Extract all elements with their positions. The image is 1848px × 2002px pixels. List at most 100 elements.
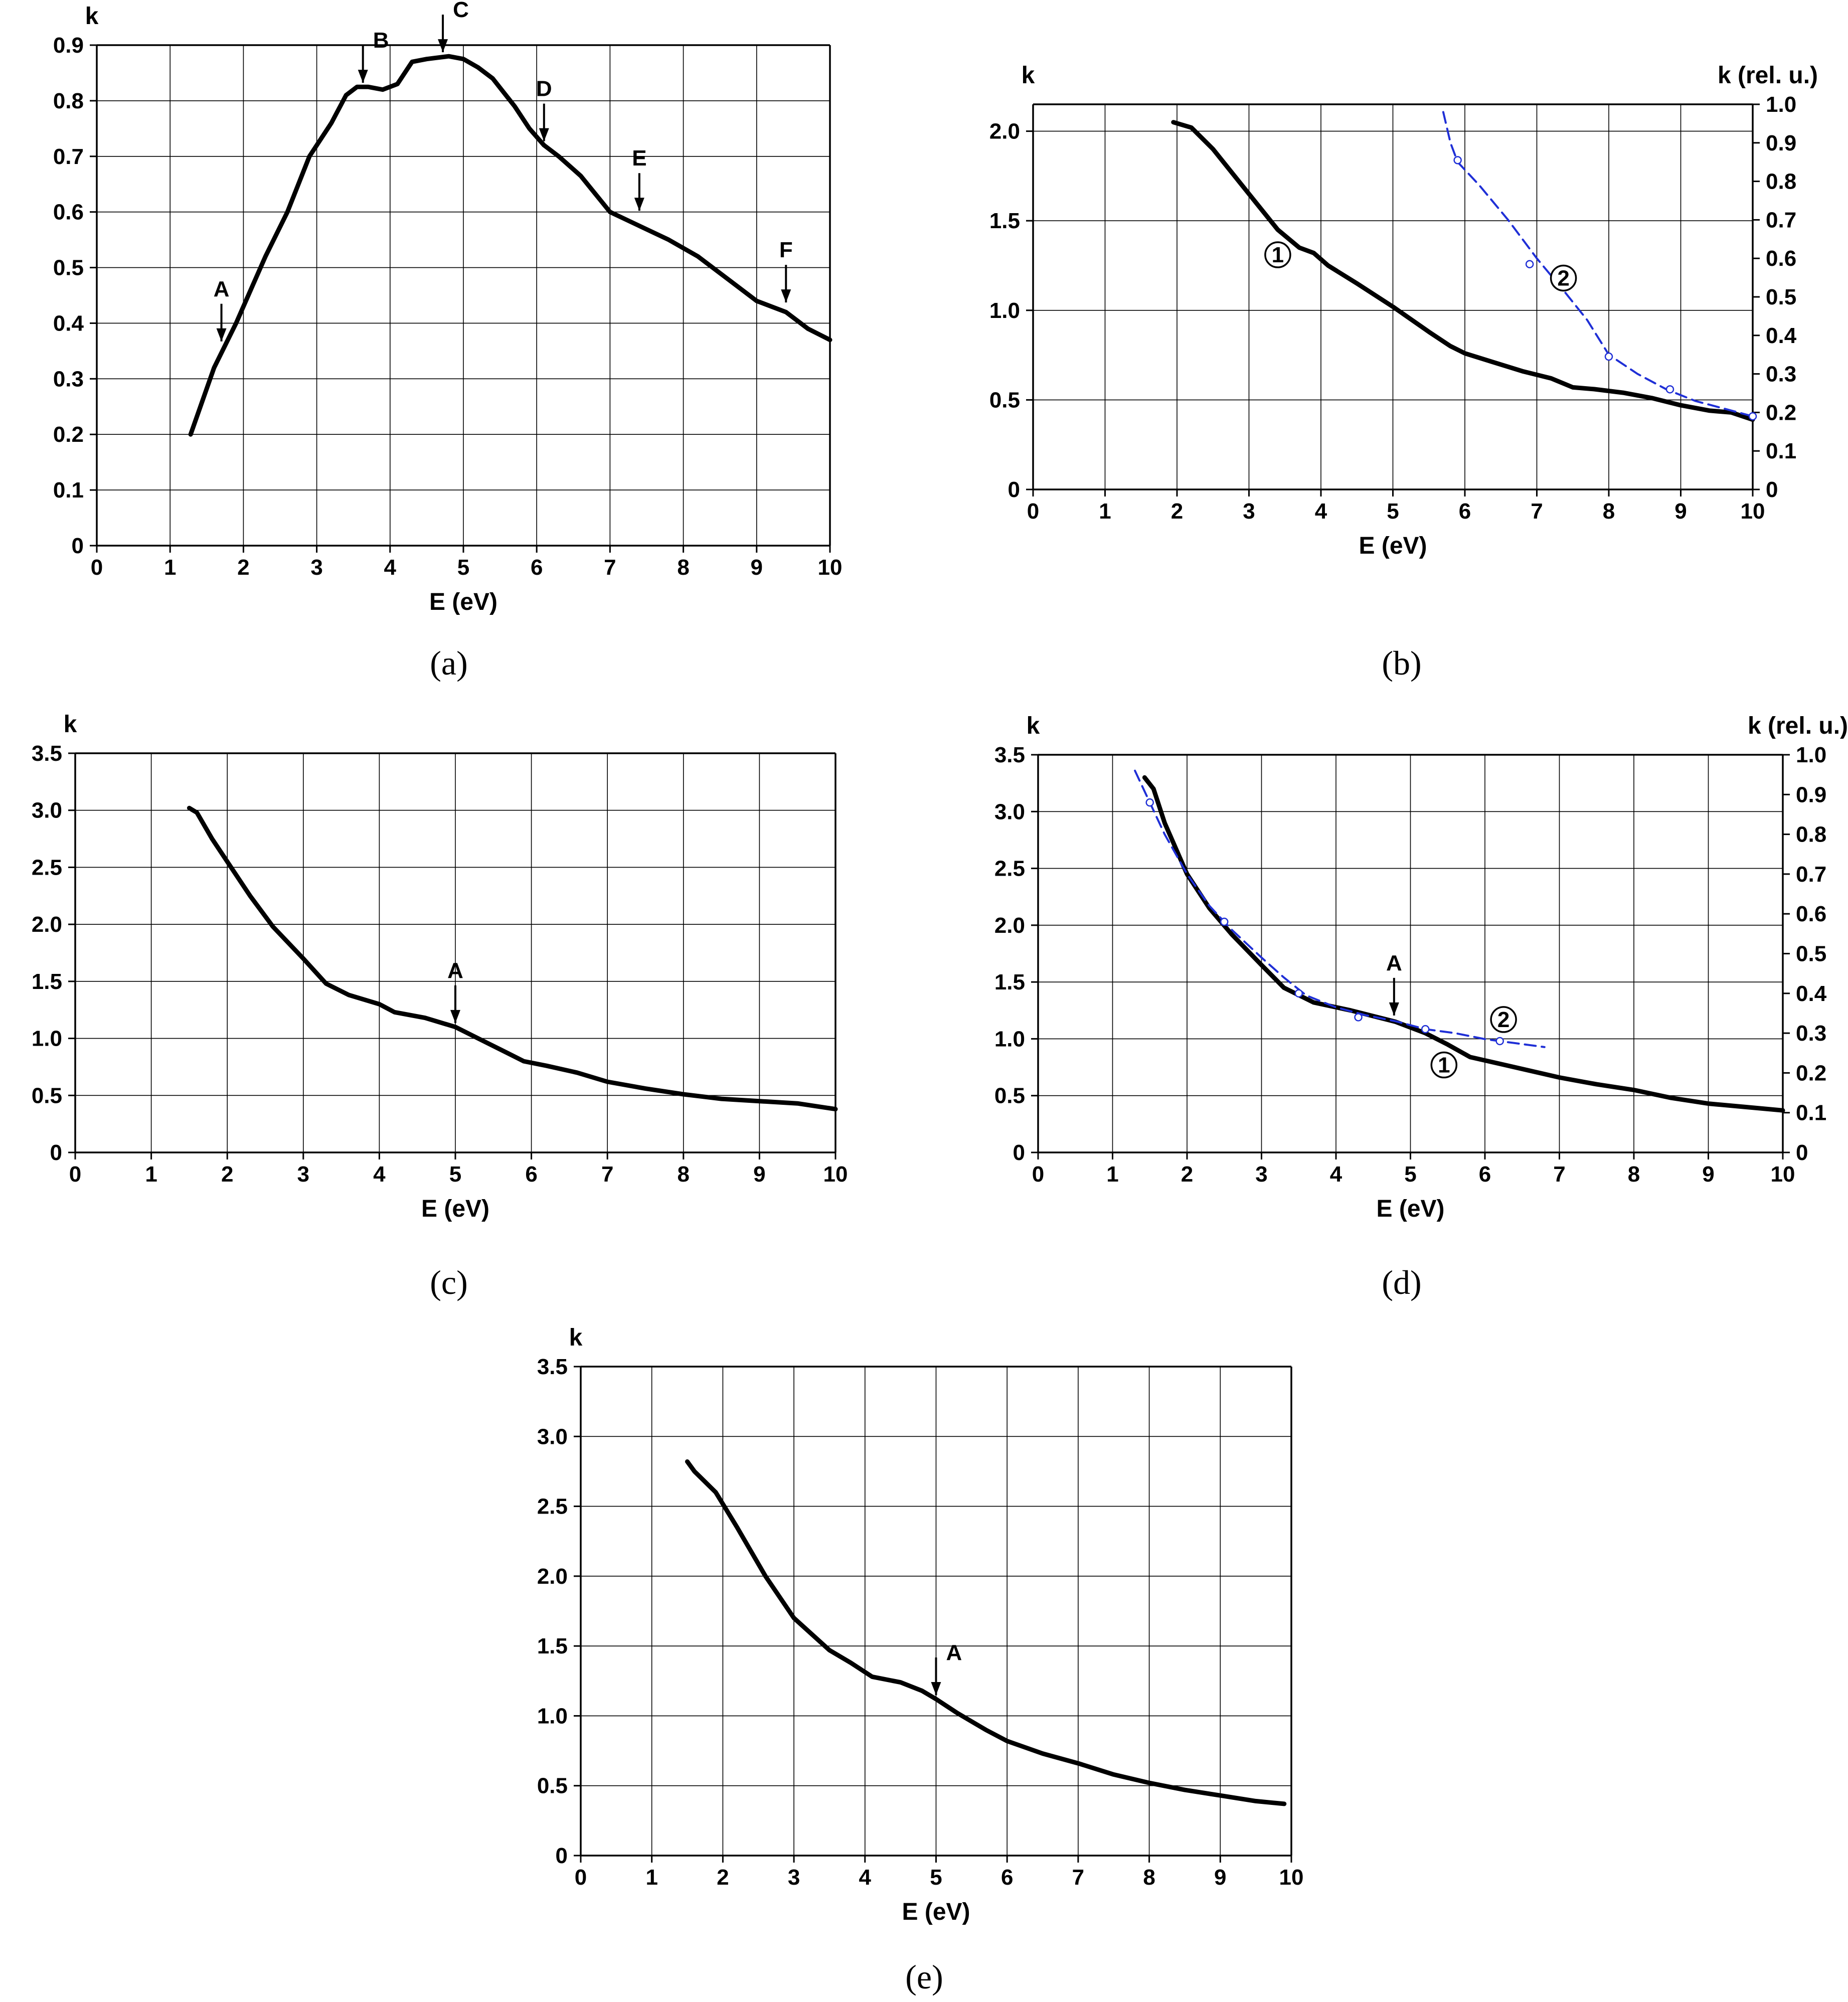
y-right-tick-label: 0.5 [1796, 942, 1826, 966]
series-1-line [1142, 775, 1785, 1113]
y-right-tick-label: 0.5 [1766, 285, 1796, 309]
y-right-tick-label: 0.4 [1796, 981, 1827, 1006]
x-tick-label: 8 [678, 1162, 690, 1187]
y-axis-title: k [85, 3, 99, 30]
annotation-A-label: A [946, 1640, 962, 1665]
y-tick-label: 0.8 [53, 89, 84, 113]
x-tick-label: 7 [601, 1162, 613, 1187]
series-label-1-circle [1264, 241, 1291, 268]
series-label-1-circle [1430, 1051, 1458, 1079]
series-label-2: 2 [1557, 266, 1569, 290]
x-tick-label: 2 [237, 555, 249, 580]
y-tick-label: 2.0 [989, 119, 1020, 144]
series-1-line [1171, 120, 1755, 422]
panel-d: 0 1 2 3 4 5 6 7 8 9 1000.51.01.52.02.53.03.500.10.… [994, 713, 1848, 1222]
y-right-tick-label: 0.6 [1796, 902, 1826, 926]
x-tick-label: 4 [384, 555, 397, 580]
x-tick-label: 10 [1279, 1865, 1304, 1890]
series-k-line [188, 54, 832, 437]
y-right-tick-label: 0.7 [1766, 208, 1796, 232]
x-tick-label: 5 [449, 1162, 461, 1187]
series-label-2: 2 [1497, 1008, 1509, 1032]
caption-e: (e) [905, 1958, 943, 1996]
annotation-A-label: A [1386, 951, 1402, 975]
x-tick-label: 9 [753, 1162, 765, 1187]
annotation-F-label: F [779, 238, 793, 262]
annotation-E-arrow-head [634, 198, 644, 211]
y-tick-label: 2.0 [994, 913, 1025, 938]
series-2-marker [1525, 260, 1534, 268]
annotation-D-arrow-head [539, 128, 549, 141]
x-tick-label: 10 [1741, 499, 1765, 524]
annotation-A-arrow-head [931, 1682, 941, 1695]
x-tick-label: 7 [604, 555, 616, 580]
series-label-2-circle [1550, 264, 1577, 292]
series-2-marker [1421, 1025, 1430, 1034]
y-right-tick-label: 0.7 [1796, 862, 1826, 887]
y-tick-label: 3.5 [994, 743, 1025, 767]
y-tick-label: 0.5 [32, 1083, 62, 1108]
y-tick-label: 0 [1013, 1140, 1025, 1165]
x-tick-label: 2 [1171, 499, 1183, 524]
annotation-B-label: B [373, 28, 389, 53]
panel-b: 0 1 2 3 4 5 6 7 8 9 1000.51.01.52.000.10.20.30.40.… [989, 62, 1818, 559]
x-tick-label: 9 [1674, 499, 1687, 524]
x-tick-label: 3 [310, 555, 322, 580]
y-tick-label: 0 [72, 534, 84, 558]
annotation-A-arrow-head [450, 1010, 460, 1023]
y-right-tick-label: 0.3 [1766, 362, 1796, 387]
x-tick-label: 0 [1027, 499, 1039, 524]
series-k-line [187, 805, 838, 1112]
y-right-axis-title: k (rel. u.) [1748, 713, 1848, 739]
y-tick-label: 3.0 [994, 799, 1025, 824]
x-tick-label: 0 [69, 1162, 81, 1187]
y-right-tick-label: 0.1 [1796, 1101, 1826, 1125]
series-label-2-circle [1490, 1006, 1517, 1033]
y-tick-label: 1.0 [994, 1027, 1025, 1051]
panel-a: 0 1 2 3 4 5 6 7 8 9 10 0 0.1 0.2 0.3 0.4 0.5 0.6 0.7 0.8 0.9… [53, 0, 843, 615]
x-tick-label: 5 [1387, 499, 1399, 524]
x-tick-label: 6 [1479, 1162, 1491, 1187]
x-tick-label: 3 [1243, 499, 1255, 524]
x-tick-label: 4 [1315, 499, 1327, 524]
y-right-tick-label: 1.0 [1796, 743, 1826, 767]
y-tick-label: 1.0 [537, 1704, 568, 1728]
series-2-marker [1145, 798, 1154, 807]
y-right-tick-label: 0.9 [1796, 782, 1826, 807]
panel-c: 0 1 2 3 4 5 6 7 8 9 10 0 0.5 1.0 1.5 2.0 2.5 3.0 3.5k E (eV… [32, 711, 848, 1222]
x-tick-label: 6 [525, 1162, 537, 1187]
x-tick-label: 0 [575, 1865, 587, 1890]
x-tick-label: 9 [1702, 1162, 1714, 1187]
series-2-marker [1748, 412, 1757, 421]
y-tick-label: 0.9 [53, 33, 84, 58]
x-tick-label: 1 [1106, 1162, 1118, 1187]
y-tick-label: 0.3 [53, 367, 84, 391]
series-2-marker [1604, 352, 1613, 361]
y-tick-label: 2.5 [537, 1494, 568, 1519]
x-tick-label: 10 [1771, 1162, 1795, 1187]
x-tick-label: 4 [373, 1162, 386, 1187]
x-axis-title: E (eV) [429, 589, 497, 615]
y-tick-label: 2.5 [994, 857, 1025, 881]
y-tick-label: 3.5 [32, 741, 62, 766]
y-tick-label: 2.5 [32, 855, 62, 880]
y-tick-label: 2.0 [32, 912, 62, 937]
annotation-E-label: E [632, 146, 646, 171]
y-tick-label: 3.5 [537, 1355, 568, 1379]
series-2-marker [1453, 156, 1462, 164]
y-right-tick-label: 0.2 [1796, 1061, 1826, 1085]
x-tick-label: 2 [717, 1865, 729, 1890]
x-tick-label: 3 [297, 1162, 309, 1187]
x-axis-title: E (eV) [1359, 533, 1427, 559]
series-2-line [1442, 111, 1754, 418]
y-tick-label: 2.0 [537, 1564, 568, 1589]
x-axis-title: E (eV) [1376, 1196, 1444, 1222]
y-right-tick-label: 0.4 [1766, 323, 1797, 348]
y-tick-label: 0.5 [53, 256, 84, 280]
y-right-tick-label: 0.6 [1766, 246, 1796, 271]
y-tick-label: 0.5 [994, 1084, 1025, 1108]
y-tick-label: 0.4 [53, 311, 84, 336]
y-tick-label: 1.5 [989, 209, 1020, 233]
x-tick-label: 6 [1459, 499, 1471, 524]
